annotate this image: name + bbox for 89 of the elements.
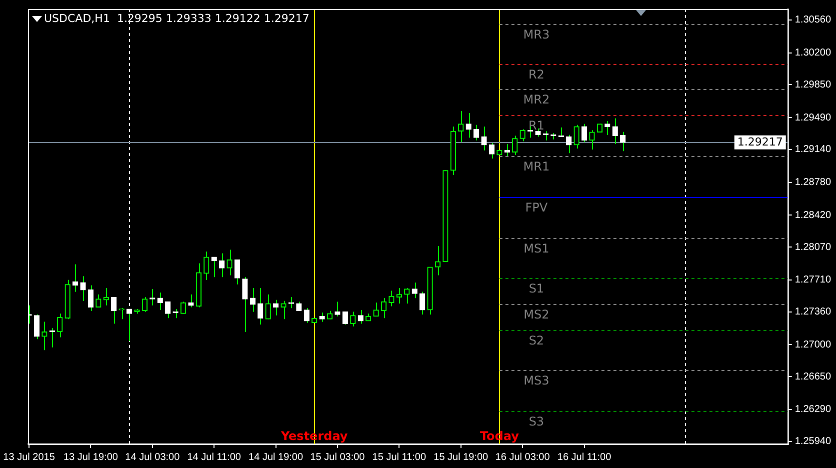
candlestick bbox=[488, 142, 495, 160]
candlestick bbox=[473, 124, 480, 141]
y-tick-label: 1.26290 bbox=[794, 404, 832, 416]
candlestick bbox=[589, 130, 595, 150]
ref-line-label: MR1 bbox=[523, 160, 550, 174]
y-tick-label: 1.27000 bbox=[794, 339, 832, 350]
x-tick-label: 15 Jul 19:00 bbox=[434, 452, 489, 463]
ref-line-label: MS3 bbox=[524, 374, 550, 388]
candlestick bbox=[88, 284, 94, 312]
ref-line-label: MS1 bbox=[524, 242, 550, 256]
y-tick-label: 1.27360 bbox=[794, 306, 832, 318]
candlestick bbox=[566, 134, 572, 154]
candlestick bbox=[373, 302, 379, 317]
ref-line-label: MR2 bbox=[523, 92, 550, 107]
x-tick-label: 13 Jul 19:00 bbox=[63, 452, 118, 463]
candlestick bbox=[512, 135, 518, 156]
candlestick bbox=[581, 123, 588, 143]
x-tick-label: 14 Jul 03:00 bbox=[125, 452, 180, 463]
candlestick bbox=[80, 276, 86, 302]
candlestick bbox=[57, 313, 63, 338]
candlestick bbox=[350, 311, 356, 327]
y-tick-label: 1.26650 bbox=[794, 371, 832, 382]
y-tick-label: 1.28780 bbox=[794, 177, 832, 188]
candlestick bbox=[42, 321, 48, 351]
ref-line-label: S1 bbox=[528, 282, 544, 296]
candlestick bbox=[388, 290, 394, 307]
candlestick bbox=[466, 112, 472, 138]
x-tick-label: 16 Jul 11:00 bbox=[557, 452, 612, 463]
candlestick bbox=[319, 312, 325, 322]
candlestick bbox=[434, 246, 441, 276]
ref-line-label: MR3 bbox=[523, 28, 550, 42]
candlestick bbox=[612, 118, 618, 144]
candlestick bbox=[211, 256, 217, 278]
x-tick-label: 13 Jul 2015 bbox=[3, 452, 56, 463]
x-tick-label: 15 Jul 11:00 bbox=[372, 452, 426, 463]
ref-line-label: FPV bbox=[525, 200, 548, 215]
y-tick-label: 1.29850 bbox=[794, 79, 832, 90]
candlestick bbox=[358, 309, 364, 324]
y-tick-label: 1.25940 bbox=[794, 436, 832, 448]
x-tick-label: 16 Jul 03:00 bbox=[495, 452, 550, 463]
ref-line-label: S2 bbox=[528, 334, 544, 348]
candlestick bbox=[96, 294, 102, 308]
candlestick bbox=[226, 249, 232, 276]
ref-line-label: 1.29217 bbox=[737, 135, 783, 148]
candlestick bbox=[304, 308, 310, 324]
y-tick-label: 1.30560 bbox=[794, 14, 832, 26]
y-tick-label: 1.30200 bbox=[794, 48, 832, 59]
candlestick bbox=[234, 259, 240, 285]
candlestick bbox=[218, 252, 225, 278]
ref-line-label: S3 bbox=[528, 414, 544, 429]
candlestick bbox=[419, 291, 426, 316]
ref-line-label: R2 bbox=[528, 68, 544, 82]
candlestick bbox=[150, 288, 156, 306]
y-tick-label: 1.28070 bbox=[794, 242, 832, 253]
candlestick bbox=[242, 276, 248, 332]
candlestick bbox=[111, 296, 117, 324]
y-tick-label: 1.29490 bbox=[794, 112, 832, 124]
candlestick bbox=[342, 311, 348, 326]
candlestick bbox=[604, 120, 610, 136]
y-tick-label: 1.28420 bbox=[794, 210, 832, 221]
candlestick bbox=[380, 298, 387, 319]
candlestick bbox=[574, 124, 580, 150]
candlestick bbox=[458, 110, 464, 143]
candlestick bbox=[288, 296, 294, 309]
x-tick-label: 14 Jul 11:00 bbox=[187, 452, 242, 463]
candlestick bbox=[396, 288, 402, 304]
candlestick bbox=[296, 301, 302, 312]
y-tick-label: 1.27710 bbox=[794, 274, 832, 286]
candlestick bbox=[272, 299, 279, 316]
x-tick-label: 14 Jul 19:00 bbox=[248, 452, 304, 463]
candlestick bbox=[620, 131, 626, 152]
ref-line-label: MS2 bbox=[524, 308, 550, 322]
candlestick bbox=[204, 251, 210, 280]
candlestick bbox=[412, 282, 418, 299]
candlestick bbox=[142, 296, 148, 312]
candlestick bbox=[250, 288, 256, 312]
x-tick-label: 15 Jul 03:00 bbox=[310, 452, 366, 463]
chart-title: USDCAD,H1 1.29295 1.29333 1.29122 1.29217 bbox=[44, 12, 310, 25]
candlestick bbox=[280, 300, 286, 320]
candlestick bbox=[118, 308, 124, 320]
candlestick bbox=[265, 294, 271, 320]
candlestick bbox=[520, 128, 526, 142]
candlestick bbox=[481, 126, 487, 151]
candlestick bbox=[404, 288, 410, 304]
candlestick bbox=[258, 288, 264, 326]
candlestick bbox=[34, 314, 40, 340]
candlestick bbox=[334, 301, 340, 317]
candlestick bbox=[165, 301, 171, 319]
y-tick-label: 1.29140 bbox=[794, 144, 832, 156]
